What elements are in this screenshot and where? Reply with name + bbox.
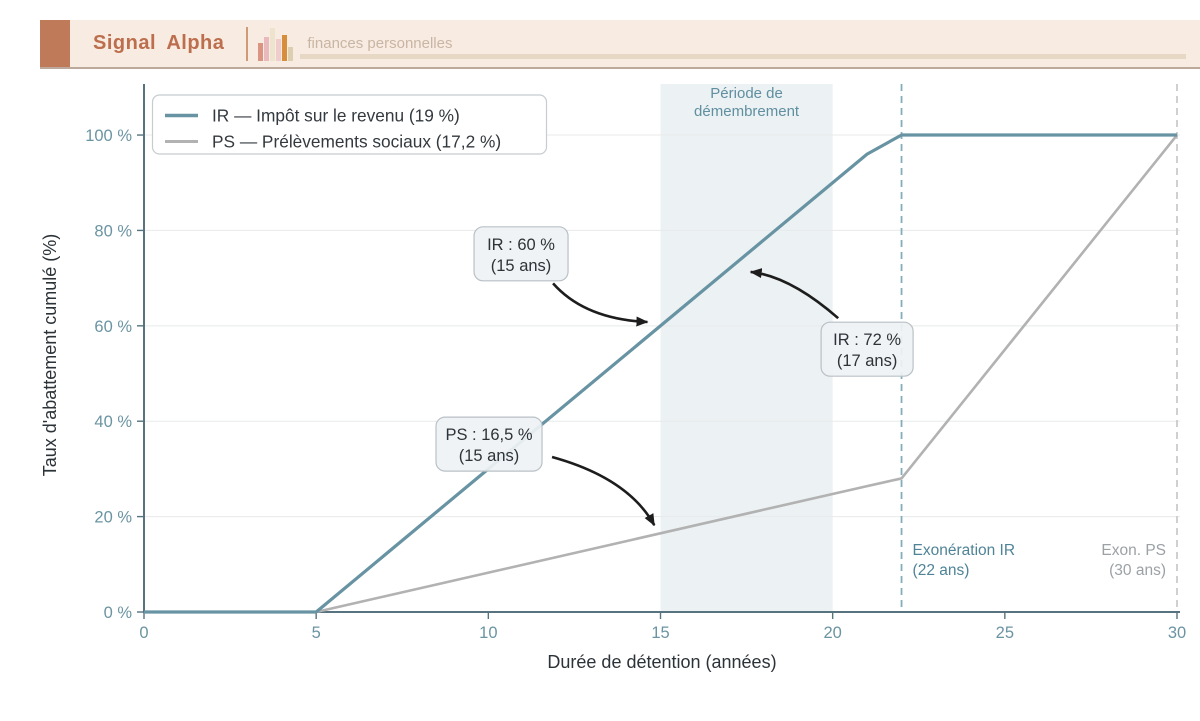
x-tick-label: 5 (312, 624, 321, 642)
x-tick-label: 0 (139, 624, 148, 642)
annotation-text-ir-17: (17 ans) (837, 352, 898, 370)
demembrement-band (660, 84, 833, 612)
legend-box (151, 94, 548, 155)
vline-label: Exonération IR (913, 542, 1016, 559)
vline-label: Exon. PS (1101, 542, 1166, 559)
demembrement-band-label: Période de (710, 85, 783, 102)
header-subtitle: finances personnelles (307, 35, 453, 52)
y-tick-label: 40 % (94, 413, 132, 431)
brand-accent-square (40, 20, 70, 67)
bar-chart-icon (258, 27, 294, 61)
y-tick-label: 20 % (94, 509, 132, 527)
vline-label: (30 ans) (1109, 562, 1166, 579)
brand-title: Signal Alpha (93, 32, 225, 54)
annotation-box-ir-17 (820, 321, 914, 377)
header-underline (300, 54, 1186, 59)
demembrement-band-label: démembrement (694, 103, 800, 120)
annotation-arrow-ps-15 (551, 455, 656, 527)
vline-label: (22 ans) (913, 562, 970, 579)
x-axis-title: Durée de détention (années) (547, 652, 776, 672)
x-tick-label: 10 (479, 624, 497, 642)
legend-entry-ps: PS — Prélèvements sociaux (17,2 %) (212, 132, 501, 152)
y-tick-label: 100 % (85, 127, 132, 145)
y-axis-title: Taux d'abattement cumulé (%) (40, 234, 60, 477)
x-tick-label: 30 (1168, 624, 1186, 642)
x-tick-label: 25 (996, 624, 1014, 642)
ir-line (144, 133, 1177, 614)
annotation-arrow-ir-17 (749, 268, 840, 320)
app-header: Signal Alpha finances personnelles (40, 20, 1200, 69)
annotation-text-ps-15: PS : 16,5 % (445, 426, 532, 444)
annotation-arrow-ir-15 (552, 282, 649, 327)
x-tick-label: 20 (823, 624, 841, 642)
y-tick-label: 0 % (104, 604, 133, 622)
annotation-text-ir-15: IR : 60 % (487, 236, 555, 254)
annotation-box-ir-15 (473, 226, 569, 282)
annotation-text-ir-17: IR : 72 % (833, 331, 901, 349)
y-tick-label: 80 % (94, 222, 132, 240)
annotation-text-ir-15: (15 ans) (491, 257, 552, 275)
annotation-box-ps-15 (435, 416, 543, 472)
legend-entry-ir: IR — Impôt sur le revenu (19 %) (212, 106, 460, 126)
y-tick-label: 60 % (94, 318, 132, 336)
header-divider (246, 26, 249, 61)
annotation-text-ps-15: (15 ans) (459, 447, 520, 465)
x-tick-label: 15 (651, 624, 669, 642)
